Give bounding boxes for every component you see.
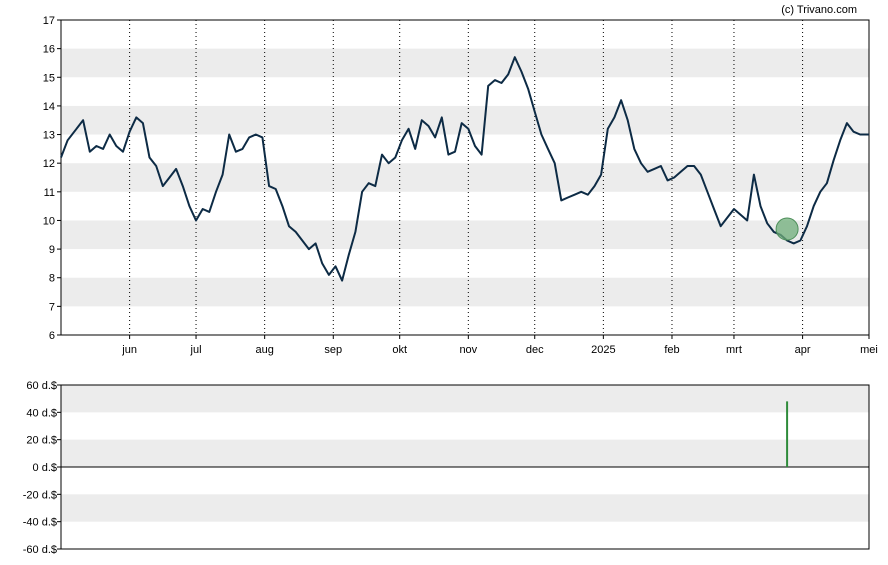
grid-band [61, 494, 869, 522]
price-chart: jun jul aug sep okt nov dec 2025 feb mrt apr mei 6 7 8… [43, 15, 878, 356]
y-tick-label: -20 d.$ [23, 489, 57, 501]
y-tick-label: 10 [43, 215, 55, 227]
y-tick-label: -40 d.$ [23, 517, 57, 529]
x-tick-label: jul [190, 344, 202, 356]
y-tick-label: 7 [49, 301, 55, 313]
y-tick-label: 8 [49, 273, 55, 285]
x-tick-label: aug [255, 344, 273, 356]
x-tick-label: sep [324, 344, 342, 356]
x-tick-label: okt [392, 344, 407, 356]
x-tick-label: nov [459, 344, 477, 356]
y-tick-label: 15 [43, 72, 55, 84]
grid-band [61, 163, 869, 192]
y-tick-label: 12 [43, 158, 55, 170]
grid-band [61, 385, 869, 413]
x-tick-label: dec [526, 344, 544, 356]
y-tick-label: 6 [49, 330, 55, 342]
y-tick-label: -60 d.$ [23, 544, 57, 556]
grid-band [61, 48, 869, 78]
price-line [60, 56, 869, 282]
volume-chart: -60 d.$ -40 d.$ -20 d.$ 0 d.$ 20 d.$ 40 d.$ 60… [23, 380, 870, 556]
y-tick-label: 14 [43, 101, 55, 113]
event-marker [775, 217, 799, 241]
y-tick-label: 0 d.$ [33, 462, 57, 474]
y-tick-label: 40 d.$ [26, 407, 57, 419]
grid-band [61, 105, 869, 135]
grid-band [61, 439, 869, 467]
x-tick-label: feb [664, 344, 679, 356]
x-tick-label: 2025 [591, 344, 615, 356]
y-tick-label: 13 [43, 130, 55, 142]
y-tick-label: 60 d.$ [26, 380, 57, 392]
x-tick-label: apr [795, 344, 811, 356]
y-tick-label: 11 [44, 187, 55, 199]
y-tick-label: 20 d.$ [26, 435, 57, 447]
grid-band [61, 277, 869, 307]
y-tick-label: 17 [43, 15, 55, 27]
x-tick-label: mrt [726, 344, 742, 356]
plot-frame [60, 384, 870, 550]
x-tick-label: jun [121, 344, 137, 356]
x-tick-label: mei [860, 344, 878, 356]
y-tick-label: 9 [49, 244, 55, 256]
credit-text: (c) Trivano.com [781, 4, 857, 16]
grid-band [61, 220, 869, 250]
plot-frame [60, 19, 870, 336]
y-tick-label: 16 [43, 44, 55, 56]
